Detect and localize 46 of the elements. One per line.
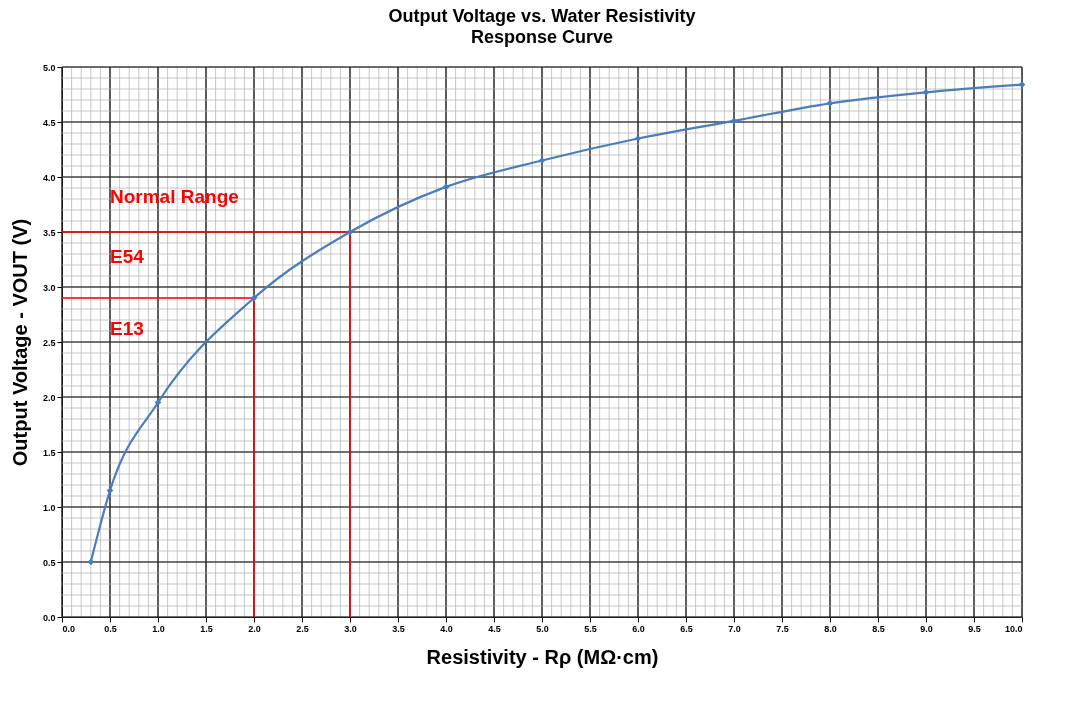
x-tick-label: 9.5 <box>968 623 981 634</box>
x-tick-label: 6.0 <box>632 623 645 634</box>
x-tick-label: 1.5 <box>200 623 213 634</box>
x-tick-label: 4.5 <box>488 623 501 634</box>
x-tick-label: 6.5 <box>680 623 693 634</box>
y-tick-label: 1.5 <box>42 447 56 458</box>
y-tick-label: 0.5 <box>42 557 56 568</box>
annotation: Normal Range <box>110 186 239 207</box>
x-tick-label: 4.0 <box>440 623 453 634</box>
point <box>442 183 450 191</box>
point <box>250 294 258 302</box>
point <box>87 558 95 566</box>
chart-subtitle: Response Curve <box>470 27 614 47</box>
y-tick-label: 0.0 <box>42 612 56 623</box>
x-tick-label: 8.0 <box>824 623 837 634</box>
x-tick-label: 3.5 <box>392 623 405 634</box>
point <box>826 99 834 107</box>
y-tick-label: 2.5 <box>42 337 56 348</box>
y-tick-label: 5.0 <box>42 62 56 73</box>
x-tick-label: 5.0 <box>536 623 549 634</box>
x-tick-label: 0.0 <box>62 623 76 634</box>
annotation: E13 <box>110 318 144 339</box>
x-tick-label: 7.0 <box>728 623 741 634</box>
x-tick-label: 3.0 <box>344 623 357 634</box>
y-axis-title: Output Voltage - VOUT (V) <box>8 218 31 467</box>
y-tick-label: 3.5 <box>42 227 56 238</box>
annotation: E54 <box>110 246 145 267</box>
y-tick-label: 4.0 <box>42 172 56 183</box>
y-tick-label: 1.0 <box>42 502 56 513</box>
x-tick-label: 0.5 <box>104 623 117 634</box>
x-tick-label: 7.5 <box>776 623 789 634</box>
y-tick-label: 4.5 <box>42 117 56 128</box>
chart-title: Output Voltage vs. Water Resistivity <box>388 6 696 26</box>
point <box>346 228 354 236</box>
x-tick-label: 1.0 <box>152 623 165 634</box>
x-tick-label: 10.0 <box>1004 623 1023 634</box>
x-tick-label: 2.0 <box>248 623 261 634</box>
point <box>922 88 930 96</box>
x-tick-label: 5.5 <box>584 623 597 634</box>
x-tick-label: 9.0 <box>920 623 933 634</box>
x-tick-label: 2.5 <box>296 623 309 634</box>
x-axis-title: Resistivity - Rρ (MΩ·cm) <box>426 645 659 668</box>
point <box>730 117 738 125</box>
y-tick-label: 2.0 <box>42 392 56 403</box>
y-tick-label: 3.0 <box>42 282 56 293</box>
x-tick-label: 8.5 <box>872 623 885 634</box>
